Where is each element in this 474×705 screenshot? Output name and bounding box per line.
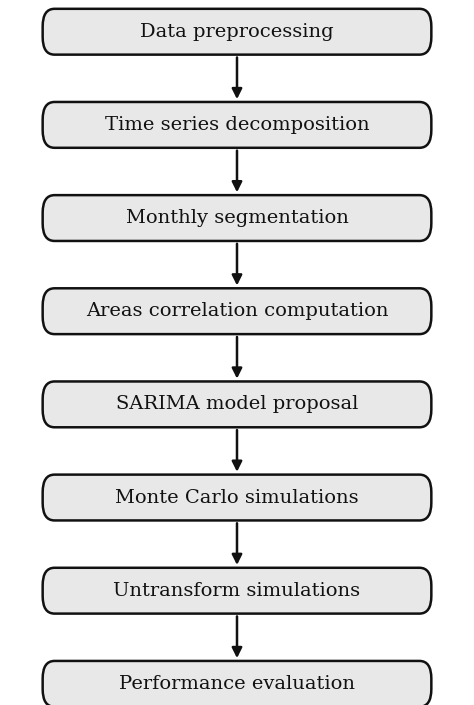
FancyBboxPatch shape: [43, 195, 431, 241]
FancyBboxPatch shape: [43, 381, 431, 427]
FancyBboxPatch shape: [43, 474, 431, 520]
Text: Performance evaluation: Performance evaluation: [119, 675, 355, 693]
FancyBboxPatch shape: [43, 8, 431, 55]
Text: Time series decomposition: Time series decomposition: [105, 116, 369, 134]
Text: SARIMA model proposal: SARIMA model proposal: [116, 396, 358, 413]
FancyBboxPatch shape: [43, 661, 431, 705]
Text: Areas correlation computation: Areas correlation computation: [86, 302, 388, 320]
FancyBboxPatch shape: [43, 288, 431, 334]
FancyBboxPatch shape: [43, 568, 431, 613]
Text: Monthly segmentation: Monthly segmentation: [126, 209, 348, 227]
FancyBboxPatch shape: [43, 102, 431, 148]
Text: Untransform simulations: Untransform simulations: [113, 582, 361, 600]
Text: Monte Carlo simulations: Monte Carlo simulations: [115, 489, 359, 506]
Text: Data preprocessing: Data preprocessing: [140, 23, 334, 41]
